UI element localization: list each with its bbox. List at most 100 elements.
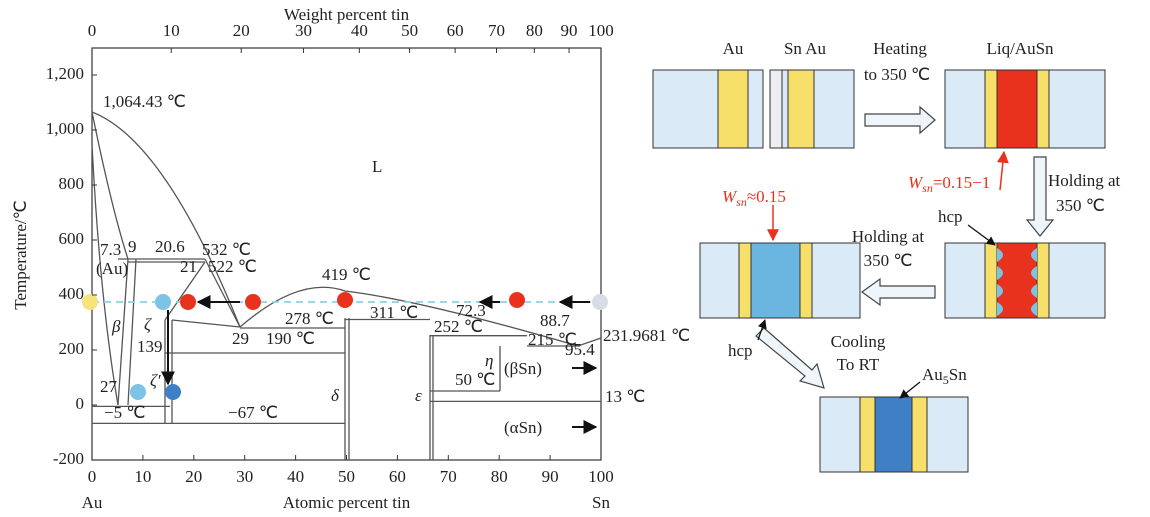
au-layer <box>985 243 997 318</box>
liquid <box>997 243 1037 318</box>
annotation: (βSn) <box>504 359 542 378</box>
label: Cooling <box>831 332 886 351</box>
dot <box>592 294 608 310</box>
dot <box>180 294 196 310</box>
arrow <box>756 328 824 388</box>
label: 350 ℃ <box>864 251 913 270</box>
x-tick-label: 20 <box>185 467 202 486</box>
annotation: 522 ℃ <box>208 257 257 276</box>
annotation: ε <box>415 386 422 405</box>
top-tick-label: 90 <box>561 21 578 40</box>
annotation: 231.9681 ℃ <box>603 326 690 345</box>
label: Liq/AuSn <box>986 39 1054 58</box>
label: hcp <box>938 207 963 226</box>
annotation: 29 <box>232 329 249 348</box>
hcp-layer <box>751 243 800 318</box>
au-layer <box>1037 243 1049 318</box>
top-tick-label: 60 <box>447 21 464 40</box>
dot <box>337 292 353 308</box>
annotation: 139 <box>137 337 163 356</box>
pointer <box>968 225 995 245</box>
axis-end-label: Sn <box>592 493 610 512</box>
annotation: 7.3 <box>100 240 121 259</box>
sn-layer <box>770 70 782 148</box>
top-tick-label: 80 <box>526 21 543 40</box>
x-tick-label: 0 <box>88 467 97 486</box>
annotation: 311 ℃ <box>370 303 418 322</box>
x-tick-label: 50 <box>338 467 355 486</box>
au-layer <box>800 243 812 318</box>
annotation: 252 ℃ <box>434 317 483 336</box>
pointer <box>1000 152 1004 190</box>
annotation: 419 ℃ <box>322 265 371 284</box>
top-tick-label: 10 <box>163 21 180 40</box>
y-tick-label: 0 <box>76 394 85 413</box>
dot <box>165 384 181 400</box>
label-part: sn <box>922 181 933 195</box>
au-layer <box>985 70 997 148</box>
top-tick-label: 100 <box>588 21 614 40</box>
label: Au <box>723 39 744 58</box>
label: Wsn=0.15−1 <box>908 173 990 195</box>
x-tick-label: 100 <box>588 467 614 486</box>
au-layer <box>718 70 748 148</box>
y-tick-label: 800 <box>59 174 85 193</box>
axis-title: Atomic percent tin <box>283 493 411 512</box>
annotation: 9 <box>128 237 137 256</box>
annotation: −67 ℃ <box>228 403 278 422</box>
au-layer <box>912 397 927 472</box>
label: Au5Sn <box>922 365 967 387</box>
x-tick-label: 30 <box>236 467 253 486</box>
annotation: 20.6 <box>155 237 185 256</box>
annotation: ζ′ <box>150 371 161 390</box>
label: to 350 ℃ <box>864 65 930 84</box>
au-layer <box>1037 70 1049 148</box>
annotation: 278 ℃ <box>285 309 334 328</box>
y-tick-label: -200 <box>53 449 84 468</box>
y-tick-label: 400 <box>59 284 85 303</box>
annotation: 1,064.43 ℃ <box>103 92 186 111</box>
phase-boundaries <box>92 112 601 460</box>
annotation: 21 <box>180 257 197 276</box>
annotation: 27 <box>100 377 118 396</box>
arrow <box>865 107 935 133</box>
label-part: Au <box>922 365 943 384</box>
top-tick-label: 0 <box>88 21 97 40</box>
annotation: β <box>111 317 121 336</box>
annotation: ζ <box>144 315 152 334</box>
x-tick-label: 70 <box>440 467 457 486</box>
dot <box>130 384 146 400</box>
pointer <box>900 382 920 398</box>
arrow <box>862 279 935 305</box>
dot <box>155 294 171 310</box>
label-part: ≈0.15 <box>747 187 786 206</box>
annotation: δ <box>331 386 340 405</box>
annotation: (Au) <box>96 259 128 278</box>
y-tick-label: 1,200 <box>46 64 84 83</box>
samples <box>653 70 1105 472</box>
label-part: Sn <box>949 365 967 384</box>
axis-title: Temperature/℃ <box>11 200 30 309</box>
axis-end-label: Au <box>82 493 103 512</box>
annotation: 190 ℃ <box>266 329 315 348</box>
label: hcp <box>728 341 753 360</box>
label: Holding at <box>852 227 925 246</box>
label-part: =0.15−1 <box>933 173 990 192</box>
x-tick-label: 80 <box>491 467 508 486</box>
dot <box>82 294 98 310</box>
label: Sn Au <box>784 39 827 58</box>
label-part: sn <box>736 195 747 209</box>
label: Holding at <box>1048 171 1121 190</box>
figure: 0102030405060708090100010203040506070809… <box>0 0 1150 517</box>
annotation: 88.7 <box>540 311 570 330</box>
au-layer <box>860 397 875 472</box>
dot <box>245 294 261 310</box>
label: 350 ℃ <box>1056 196 1105 215</box>
liquid <box>997 70 1037 148</box>
dot <box>509 292 525 308</box>
au-layer <box>739 243 751 318</box>
label: To RT <box>837 355 880 374</box>
annotation: 50 ℃ <box>455 370 495 389</box>
top-tick-label: 20 <box>233 21 250 40</box>
